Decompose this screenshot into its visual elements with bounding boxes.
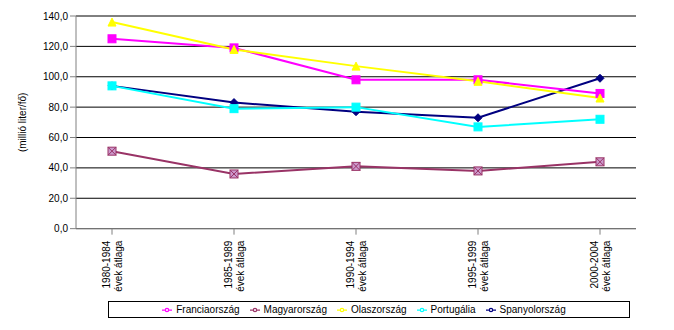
svg-text:1980-1984: 1980-1984: [101, 240, 112, 288]
svg-text:évek átlaga: évek átlaga: [479, 240, 490, 292]
svg-text:1985-1989: 1985-1989: [223, 240, 234, 288]
svg-text:évek átlaga: évek átlaga: [601, 240, 612, 292]
svg-text:140,0: 140,0: [43, 11, 68, 22]
svg-text:40,0: 40,0: [49, 162, 69, 173]
html-text:Portugália: Portugália: [430, 303, 476, 315]
svg-text:1995-1999: 1995-1999: [467, 240, 478, 288]
svg-text:100,0: 100,0: [43, 71, 68, 82]
svg-text:0,0: 0,0: [54, 223, 68, 234]
svg-text:évek átlaga: évek átlaga: [235, 240, 246, 292]
svg-text:1990-1994: 1990-1994: [345, 240, 356, 288]
svg-text:évek átlaga: évek átlaga: [357, 240, 368, 292]
svg-text:20,0: 20,0: [49, 193, 69, 204]
svg-text:60,0: 60,0: [49, 132, 69, 143]
svg-text:120,0: 120,0: [43, 41, 68, 52]
svg-text:80,0: 80,0: [49, 102, 69, 113]
html-text:Magyarország: Magyarország: [263, 303, 327, 315]
html-text:Olaszország: Olaszország: [351, 303, 407, 315]
svg-text:(millió liter/fő): (millió liter/fő): [17, 93, 28, 152]
html-text:Franciaország: Franciaország: [176, 303, 240, 315]
svg-text:évek átlaga: évek átlaga: [113, 240, 124, 292]
svg-text:2000-2004: 2000-2004: [589, 240, 600, 288]
html-text:Spanyolország: Spanyolország: [499, 303, 566, 315]
